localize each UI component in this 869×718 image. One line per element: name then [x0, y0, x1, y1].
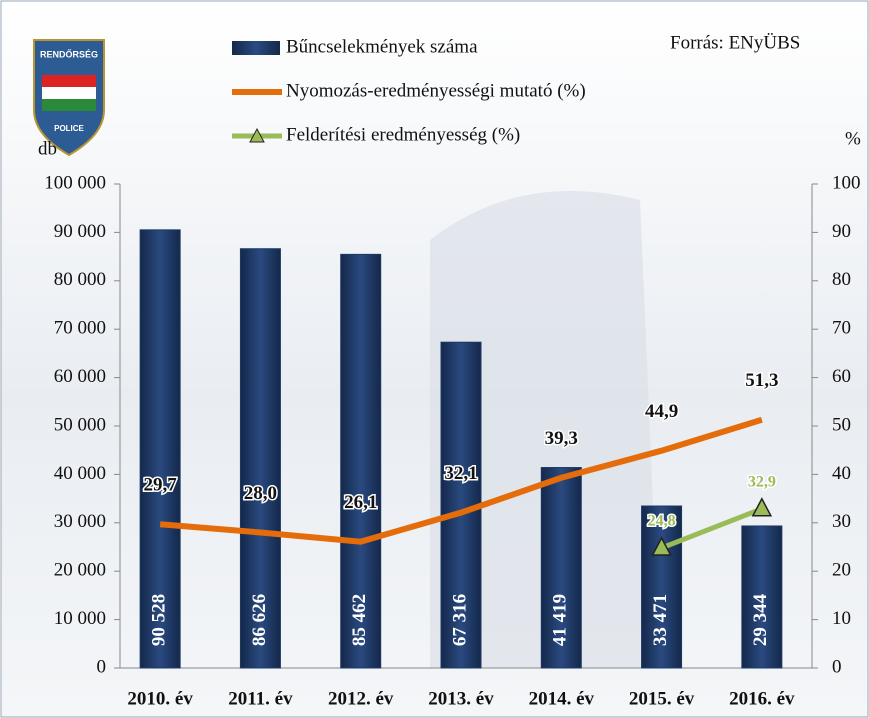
y2-axis-label: % — [845, 128, 861, 149]
source: Forrás: ENyÜBS — [670, 32, 800, 53]
legend-swatch — [232, 41, 280, 55]
y-tick-label: 80 000 — [54, 269, 106, 290]
y-tick-label: 30 000 — [54, 511, 106, 532]
bar — [540, 467, 582, 669]
y2-tick-label: 90 — [832, 221, 851, 242]
data-label: 28,0 — [244, 483, 277, 504]
y2-tick-label: 0 — [832, 656, 842, 677]
data-label: 39,3 — [545, 428, 578, 449]
x-tick-label: 2012. év — [328, 688, 394, 709]
bar — [340, 253, 382, 669]
bar — [139, 229, 181, 669]
bar-value-label: 85 462 — [349, 594, 370, 646]
building — [430, 191, 660, 668]
x-tick-label: 2010. év — [127, 688, 193, 709]
bar — [741, 525, 783, 669]
bar-value-label: 41 419 — [550, 594, 571, 646]
bar-value-label: 29 344 — [750, 593, 771, 646]
y-tick-label: 100 000 — [44, 172, 106, 193]
legend-label: Nyomozás-eredményességi mutató (%) — [286, 80, 586, 101]
marker — [651, 536, 672, 556]
line — [660, 506, 763, 551]
y2-tick-label: 40 — [832, 463, 851, 484]
logo-top: RENDŐRSÉG — [40, 48, 98, 59]
y-tick-label: 10 000 — [54, 608, 106, 629]
x-tick-label: 2016. év — [729, 688, 795, 709]
y-axis-label: db — [38, 138, 57, 159]
y2-tick-label: 60 — [832, 366, 851, 387]
y2-tick-label: 10 — [832, 608, 851, 629]
bar — [239, 248, 281, 669]
data-label: 32,1 — [444, 463, 477, 484]
y2-tick-label: 20 — [832, 560, 851, 581]
data-label: 24,8 — [648, 513, 676, 530]
y2-tick-label: 70 — [832, 318, 851, 339]
y2-tick-label: 30 — [832, 511, 851, 532]
y-tick-label: 90 000 — [54, 221, 106, 242]
data-label: 26,1 — [344, 492, 377, 513]
y2-tick-label: 50 — [832, 414, 851, 435]
x-tick-label: 2011. év — [228, 688, 293, 709]
y2-tick-label: 100 — [832, 172, 861, 193]
bar — [641, 505, 683, 669]
x-tick-label: 2015. év — [629, 688, 695, 709]
y-tick-label: 50 000 — [54, 414, 106, 435]
data-label: 29,7 — [144, 475, 178, 496]
x-tick-label: 2013. év — [428, 688, 494, 709]
y-tick-label: 70 000 — [54, 318, 106, 339]
data-label: 51,3 — [745, 370, 778, 391]
logo: RENDŐRSÉG POLICE — [33, 39, 105, 157]
bar-value-label: 33 471 — [650, 594, 671, 646]
x-tick-label: 2014. év — [529, 688, 595, 709]
y-tick-label: 40 000 — [54, 463, 106, 484]
legend-label: Felderítési eredményesség (%) — [286, 124, 520, 145]
y2-tick-label: 80 — [832, 269, 851, 290]
data-label: 44,9 — [645, 401, 678, 422]
y-tick-label: 60 000 — [54, 366, 106, 387]
legend-marker — [249, 127, 265, 143]
bar-value-label: 67 316 — [449, 594, 470, 646]
bar-value-label: 86 626 — [249, 594, 270, 646]
legend-label: Bűncselekmények száma — [286, 36, 478, 57]
y-tick-label: 0 — [97, 656, 107, 677]
bar-value-label: 90 528 — [149, 594, 170, 646]
line — [159, 416, 763, 545]
logo-bottom: POLICE — [54, 124, 84, 133]
marker — [751, 497, 773, 517]
data-label: 32,9 — [748, 473, 776, 490]
y-tick-label: 20 000 — [54, 560, 106, 581]
